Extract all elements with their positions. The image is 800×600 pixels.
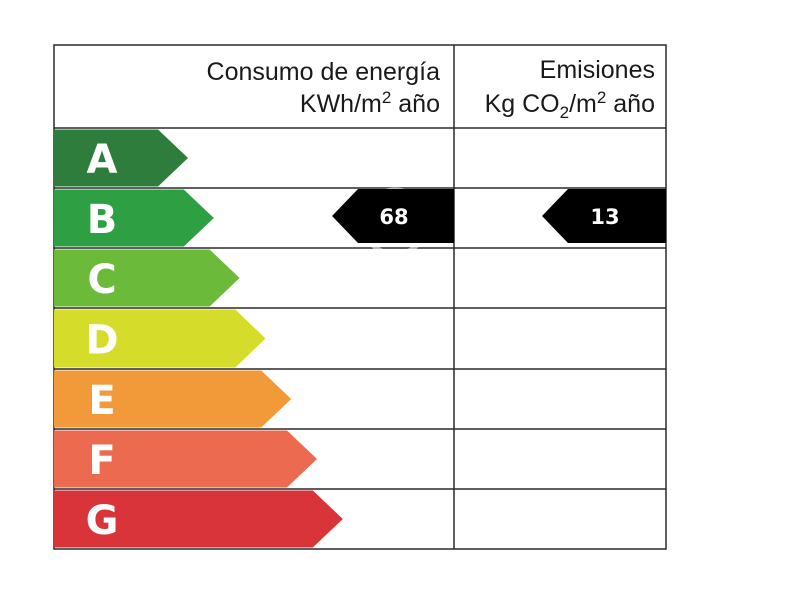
consumption-indicator-value: 68	[379, 205, 408, 229]
consumption-indicator-arrow	[332, 189, 454, 243]
rating-bar-c	[54, 249, 240, 307]
rating-letter-c: C	[87, 257, 116, 303]
rating-bar-g	[54, 490, 343, 548]
rating-letter-e: E	[88, 378, 115, 424]
rating-bar-f	[54, 430, 317, 488]
watermark-brand: habitaclia	[349, 284, 451, 311]
rating-letter-d: D	[85, 318, 118, 364]
rating-letter-f: F	[88, 438, 115, 484]
rating-bar-a	[54, 129, 188, 187]
rating-bar-d	[54, 309, 266, 368]
rating-indicators: 68 13	[332, 189, 666, 243]
emissions-unit: Kg CO2/m2 año	[485, 88, 655, 122]
consumption-unit: KWh/m2 año	[300, 88, 440, 118]
rating-letter-g: G	[86, 498, 119, 544]
rating-letter-a: A	[87, 137, 118, 183]
rating-letter-b: B	[87, 197, 118, 243]
grid	[53, 44, 667, 550]
emissions-indicator-value: 13	[590, 205, 619, 229]
consumption-title: Consumo de energía	[207, 58, 441, 86]
rating-bar-b	[54, 189, 214, 247]
emissions-indicator-arrow	[542, 189, 666, 243]
rating-bar-e	[54, 370, 292, 428]
emissions-title: Emisiones	[540, 56, 655, 84]
